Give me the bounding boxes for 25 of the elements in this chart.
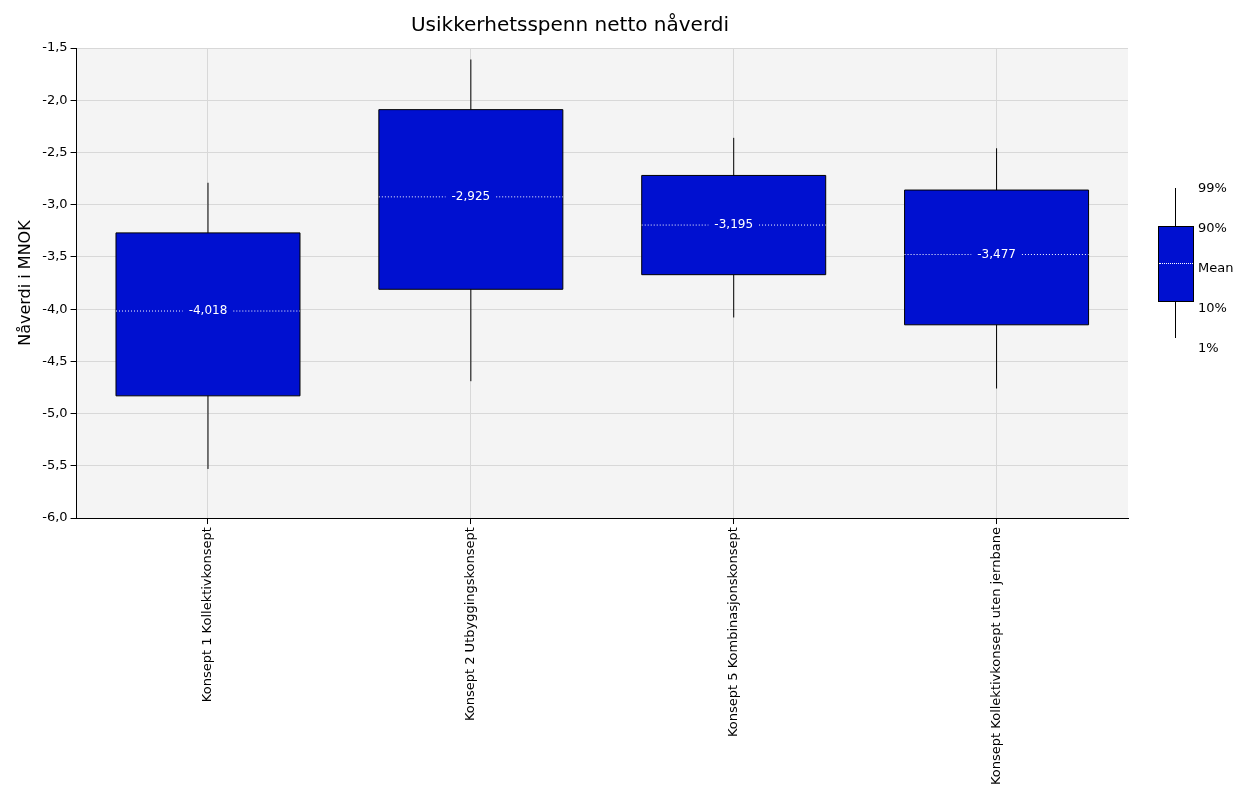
y-tick-label: -3,0 bbox=[42, 196, 68, 212]
y-tick-label: -1,5 bbox=[42, 39, 68, 55]
y-tick-label: -5,5 bbox=[42, 457, 68, 473]
y-tick-label: -6,0 bbox=[42, 509, 68, 525]
text: 1% bbox=[1198, 340, 1219, 355]
y-tick-label: -4,0 bbox=[42, 300, 68, 316]
chart-title: Usikkerhetsspenn netto nåverdi bbox=[410, 12, 730, 37]
x-tick-label: Konsept Kollektivkonsept uten jernbane bbox=[987, 527, 1003, 786]
text: 99% bbox=[1198, 180, 1227, 195]
x-tick-label: Konsept 2 Utbyggingskonsept bbox=[462, 527, 478, 722]
text: 90% bbox=[1198, 220, 1227, 235]
x-tick-label: Konsept 1 Kollektivkonsept bbox=[199, 527, 215, 703]
y-tick-label: -5,0 bbox=[42, 404, 68, 420]
y-tick-label: -4,5 bbox=[42, 352, 68, 368]
y-tick-label: -3,5 bbox=[42, 248, 68, 264]
text: -3,477 bbox=[977, 246, 1016, 261]
y-axis-title: Nåverdi i MNOK bbox=[14, 219, 34, 346]
x-tick-label: Konsept 5 Kombinasjonskonsept bbox=[725, 527, 741, 738]
y-tick-label: -2,0 bbox=[42, 91, 68, 107]
text: -2,925 bbox=[451, 188, 491, 203]
text: -3,195 bbox=[714, 217, 754, 232]
text: -4,018 bbox=[188, 303, 228, 318]
y-tick-label: -2,5 bbox=[42, 143, 68, 159]
text: Mean bbox=[1198, 260, 1234, 275]
text: 10% bbox=[1198, 300, 1227, 315]
